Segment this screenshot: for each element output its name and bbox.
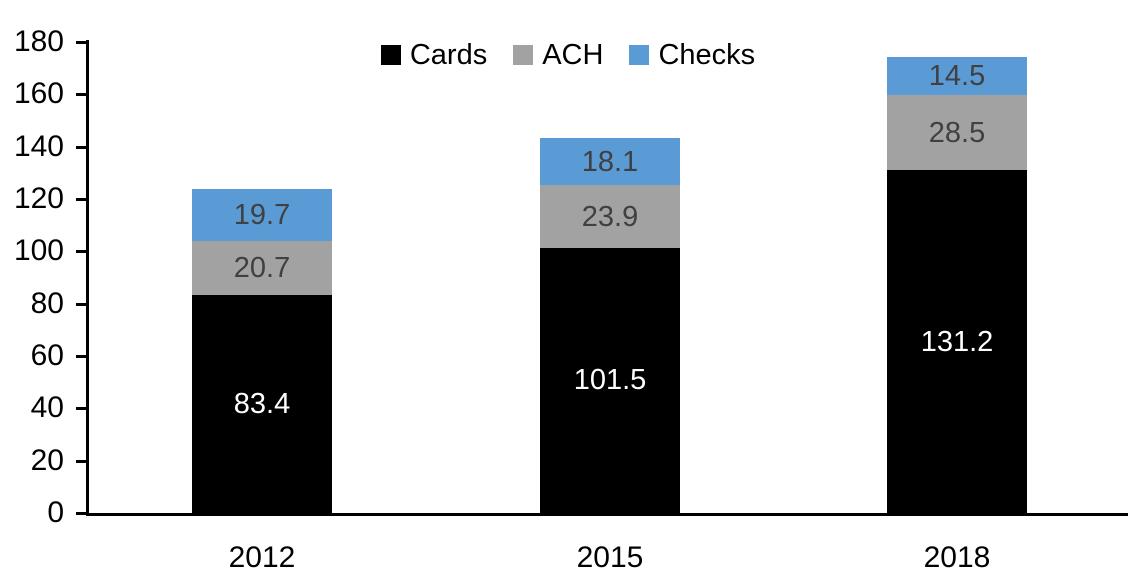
y-axis-tick-label: 0 — [47, 496, 64, 529]
bar-segment-cards-2018: 131.2 — [887, 170, 1027, 513]
bar-segment-ach-2015: 23.9 — [540, 185, 680, 248]
y-axis-tick-mark — [76, 460, 86, 463]
x-axis-label-2018: 2018 — [923, 541, 991, 574]
bar-value-label: 20.7 — [233, 252, 291, 284]
bar-segment-cards-2012: 83.4 — [192, 295, 332, 513]
y-axis-tick-mark — [76, 512, 86, 515]
bar-value-label: 101.5 — [573, 364, 647, 396]
y-axis-tick-label: 120 — [13, 182, 64, 215]
y-axis-tick-mark — [76, 250, 86, 253]
y-axis-tick-mark — [76, 198, 86, 201]
bar-segment-ach-2012: 20.7 — [192, 241, 332, 295]
bar-value-label: 131.2 — [920, 325, 994, 358]
x-axis-label-2012: 2012 — [228, 541, 296, 574]
x-axis-line — [86, 513, 1128, 516]
bar-value-label: 23.9 — [581, 200, 639, 233]
bar-value-label: 28.5 — [928, 116, 986, 149]
legend-item-checks: Checks — [629, 39, 755, 71]
legend-swatch-cards — [380, 45, 401, 65]
y-axis-tick-label: 60 — [30, 339, 64, 372]
y-axis-tick-mark — [76, 303, 86, 306]
bar-value-label: 19.7 — [233, 199, 291, 231]
y-axis-tick-mark — [76, 355, 86, 358]
bar-value-label: 14.5 — [928, 60, 986, 92]
bar-segment-cards-2015: 101.5 — [540, 247, 680, 513]
bar-segment-checks-2018: 14.5 — [887, 57, 1027, 95]
y-axis-tick-label: 20 — [30, 444, 64, 477]
y-axis-tick-label: 80 — [30, 287, 64, 320]
legend-swatch-checks — [629, 45, 650, 65]
bar-value-label: 83.4 — [233, 388, 291, 420]
y-axis-tick-mark — [76, 146, 86, 149]
x-axis-label-2015: 2015 — [576, 541, 644, 574]
bar-segment-ach-2018: 28.5 — [887, 95, 1027, 170]
legend-item-cards: Cards — [380, 39, 488, 71]
chart-legend: Cards ACH Checks — [0, 39, 1136, 71]
bar-segment-checks-2012: 19.7 — [192, 189, 332, 241]
y-axis-tick-mark — [76, 93, 86, 96]
bar-segment-checks-2015: 18.1 — [540, 138, 680, 185]
y-axis-line — [86, 40, 89, 516]
legend-label-checks: Checks — [658, 39, 756, 71]
y-axis-tick-mark — [76, 407, 86, 410]
legend-label-ach: ACH — [542, 39, 604, 71]
y-axis-tick-label: 140 — [13, 130, 64, 163]
y-axis-tick-mark — [76, 41, 86, 44]
y-axis-tick-label: 100 — [13, 234, 64, 267]
y-axis-tick-label: 180 — [13, 25, 64, 58]
bar-value-label: 18.1 — [581, 145, 639, 178]
legend-item-ach: ACH — [513, 39, 603, 71]
y-axis-tick-label: 160 — [13, 77, 64, 110]
y-axis-tick-label: 40 — [30, 391, 64, 424]
legend-label-cards: Cards — [409, 39, 488, 71]
legend-swatch-ach — [513, 45, 534, 65]
